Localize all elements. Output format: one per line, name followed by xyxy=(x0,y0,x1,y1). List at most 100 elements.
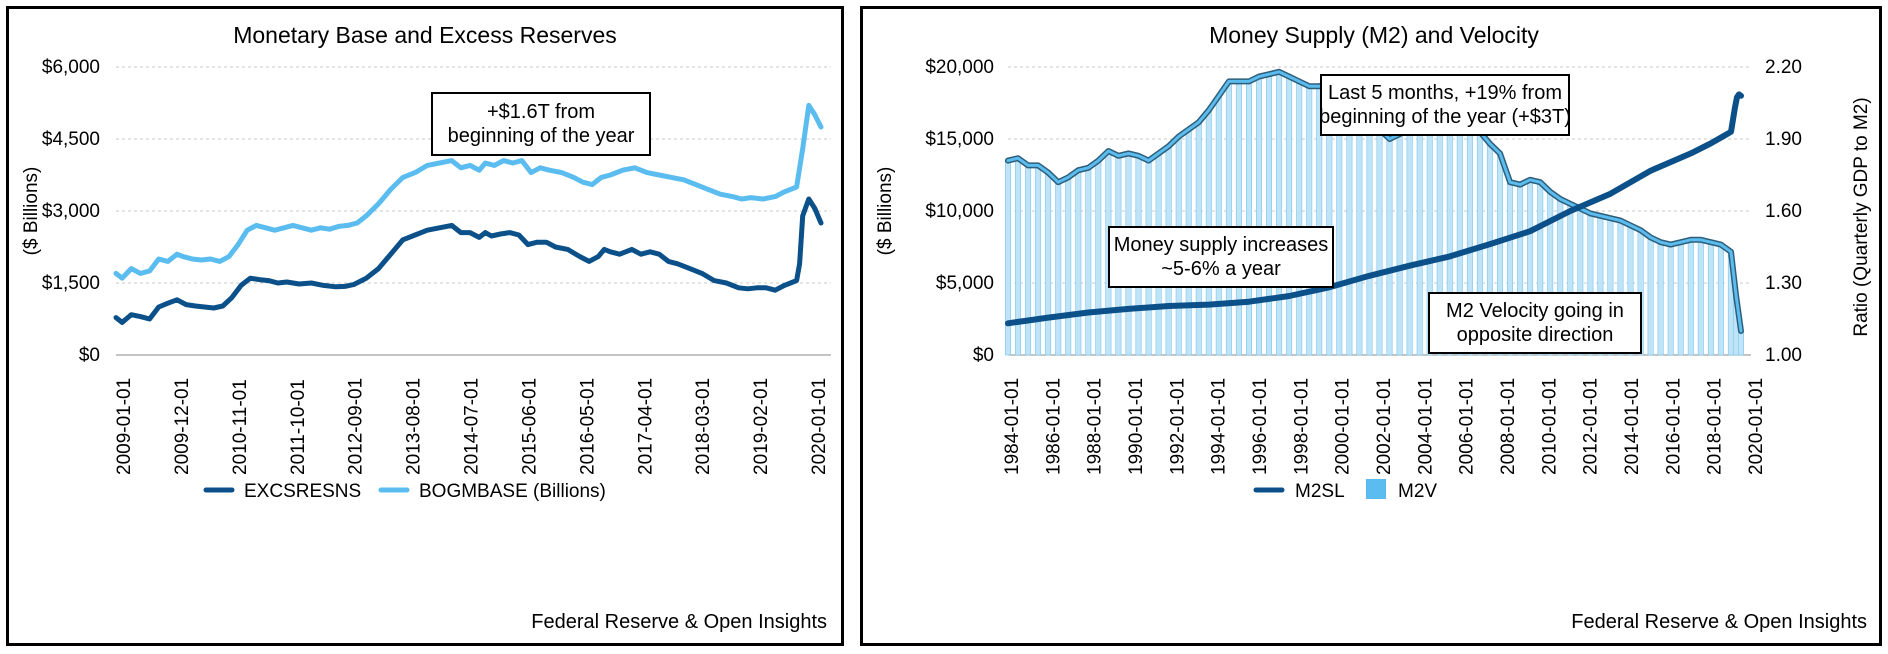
legend-swatch xyxy=(1366,479,1386,499)
y-axis-label: ($ Billions) xyxy=(21,167,42,256)
x-tick-label: 2019-02-01 xyxy=(751,378,772,475)
annotation-text: M2 Velocity going in xyxy=(1446,300,1624,322)
x-tick-label: 1994-01-01 xyxy=(1209,378,1230,475)
x-tick-label: 2018-03-01 xyxy=(693,378,714,475)
m2v-bar xyxy=(1647,237,1654,356)
m2v-bar xyxy=(1386,138,1393,356)
annotation-box xyxy=(1108,226,1334,288)
chart-title: Money Supply (M2) and Velocity xyxy=(1209,22,1539,48)
m2v-bar xyxy=(1737,330,1744,356)
x-tick-label: 2009-12-01 xyxy=(172,378,193,475)
series-line-bogmbase xyxy=(113,102,824,281)
m2v-bar xyxy=(1346,105,1353,356)
m2v-bar xyxy=(1255,76,1262,356)
y-right-tick-label: 1.30 xyxy=(1765,273,1802,294)
annotation-text: Last 5 months, +19% from xyxy=(1328,82,1562,104)
source-note: Federal Reserve & Open Insights xyxy=(1571,611,1867,633)
m2v-bar xyxy=(1045,172,1052,356)
m2v-bar xyxy=(1286,76,1293,356)
x-tick-label: 1986-01-01 xyxy=(1043,378,1064,475)
legend-label: BOGMBASE (Billions) xyxy=(419,481,606,502)
y-left-tick-label: $20,000 xyxy=(925,57,994,78)
y-left-tick-label: $10,000 xyxy=(925,201,994,222)
m2v-bar xyxy=(1717,244,1724,356)
m2v-bar xyxy=(1687,239,1694,356)
m2v-bar xyxy=(1075,169,1082,356)
m2v-bar xyxy=(1265,73,1272,356)
m2v-bar xyxy=(1065,177,1072,356)
m2v-bar xyxy=(1416,124,1423,356)
x-tick-label: 2000-01-01 xyxy=(1333,378,1354,475)
x-tick-label: 2014-07-01 xyxy=(462,378,483,475)
m2v-bar xyxy=(1055,181,1062,356)
money-supply-chart-panel: Money Supply (M2) and Velocity $0 $5,000 $1… xyxy=(860,6,1882,646)
x-tick-label: 2010-11-01 xyxy=(230,379,251,475)
x-tick-label: 1984-01-01 xyxy=(1002,378,1023,475)
m2v-bar xyxy=(1095,160,1102,356)
y-right-tick-label: 1.90 xyxy=(1765,129,1802,150)
x-tick-label: 2015-06-01 xyxy=(519,378,540,475)
y-left-axis-label: ($ Billions) xyxy=(875,167,896,256)
x-tick-label: 2004-01-01 xyxy=(1415,378,1436,475)
chart-title: Monetary Base and Excess Reserves xyxy=(233,22,617,48)
y-tick-label: $3,000 xyxy=(42,201,100,222)
y-tick-label: $1,500 xyxy=(42,273,100,294)
m2v-bar xyxy=(1035,165,1042,356)
m2v-bar xyxy=(1657,241,1664,356)
annotation-text: ~5-6% a year xyxy=(1161,258,1281,280)
x-tick-label: 2016-05-01 xyxy=(577,378,598,475)
annotation-text: opposite direction xyxy=(1457,324,1614,346)
money-supply-chart: Money Supply (M2) and Velocity $0 $5,000 $1… xyxy=(875,22,1872,633)
y-tick-label: $6,000 xyxy=(42,57,100,78)
m2v-bar xyxy=(1697,239,1704,356)
m2v-bar xyxy=(1396,133,1403,356)
annotation-text: beginning of the year xyxy=(448,125,635,147)
x-tick-label: 2011-10-01 xyxy=(288,379,309,475)
legend-label: M2SL xyxy=(1295,481,1345,502)
y-tick-label: $0 xyxy=(79,345,100,366)
annotation-box xyxy=(1320,74,1570,136)
x-tick-label: 1992-01-01 xyxy=(1167,378,1188,475)
m2v-bar xyxy=(1677,241,1684,356)
y-tick-label: $4,500 xyxy=(42,129,100,150)
x-tick-label: 2014-01-01 xyxy=(1622,378,1643,475)
m2v-bar xyxy=(1376,129,1383,356)
x-tick-label: 2008-01-01 xyxy=(1498,378,1519,475)
annotation-text: Money supply increases xyxy=(1114,234,1329,256)
m2v-bar xyxy=(1296,81,1303,356)
x-tick-label: 2009-01-01 xyxy=(114,378,135,475)
x-tick-label: 1996-01-01 xyxy=(1250,378,1271,475)
x-tick-label: 2016-01-01 xyxy=(1663,378,1684,475)
m2sl-line xyxy=(1005,91,1744,327)
y-right-tick-label: 2.20 xyxy=(1765,57,1802,78)
m2v-bar xyxy=(1366,121,1373,356)
m2v-bar xyxy=(1356,117,1363,356)
x-tick-label: 2012-01-01 xyxy=(1581,378,1602,475)
x-tick-label: 1988-01-01 xyxy=(1085,378,1106,475)
annotation-text: +$1.6T from xyxy=(487,101,595,123)
m2v-bar xyxy=(1707,241,1714,356)
m2v-bar xyxy=(1306,85,1313,356)
y-left-tick-label: $5,000 xyxy=(936,273,994,294)
legend-label: EXCSRESNS xyxy=(244,481,361,502)
x-tick-label: 2020-01-01 xyxy=(809,378,830,475)
x-tick-label: 2012-09-01 xyxy=(346,378,367,475)
m2v-bar xyxy=(1276,71,1283,356)
m2v-bar xyxy=(1085,167,1092,356)
monetary-base-chart: Monetary Base and Excess Reserves $0 $1,50… xyxy=(21,22,831,633)
series-line-excsresns xyxy=(113,196,824,325)
m2v-bar xyxy=(1235,81,1242,356)
m2v-bar xyxy=(1225,81,1232,356)
y-right-tick-label: 1.60 xyxy=(1765,201,1802,222)
source-note: Federal Reserve & Open Insights xyxy=(531,611,827,633)
x-tick-label: 2006-01-01 xyxy=(1457,378,1478,475)
legend-label: M2V xyxy=(1398,481,1437,502)
x-tick-label: 2020-01-01 xyxy=(1746,378,1767,475)
x-tick-label: 2002-01-01 xyxy=(1374,378,1395,475)
x-tick-label: 1998-01-01 xyxy=(1291,378,1312,475)
x-tick-label: 1990-01-01 xyxy=(1126,378,1147,475)
y-left-tick-label: $15,000 xyxy=(925,129,994,150)
annotation-box xyxy=(431,92,651,156)
monetary-base-chart-panel: Monetary Base and Excess Reserves $0 $1,50… xyxy=(6,6,844,646)
m2v-bar xyxy=(1025,165,1032,356)
